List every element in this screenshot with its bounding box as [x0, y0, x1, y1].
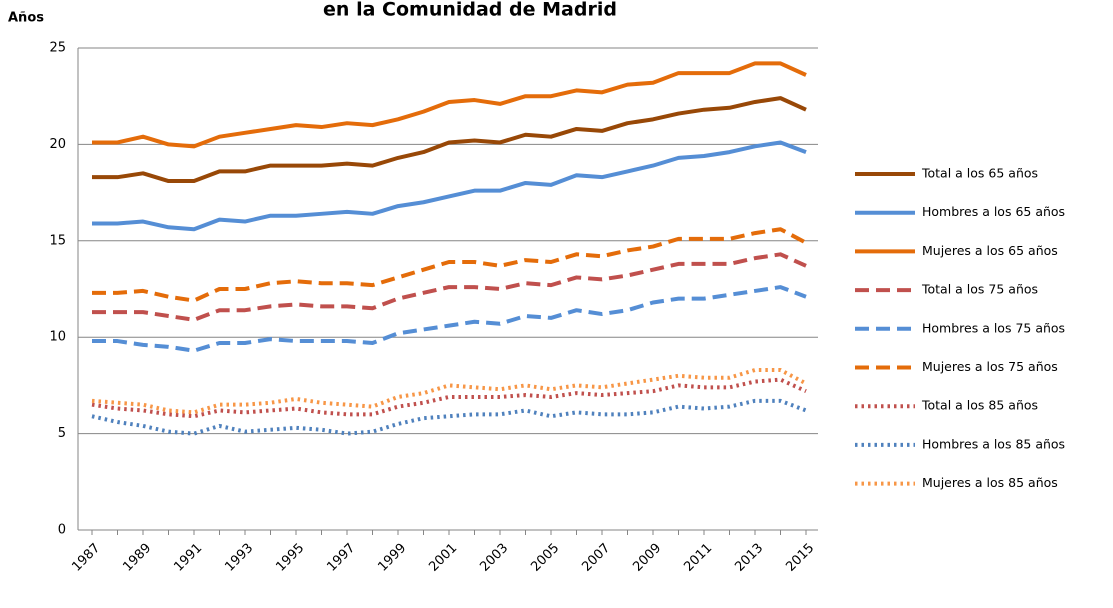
x-tick-label: 1995: [273, 541, 307, 575]
y-tick-label: 20: [49, 137, 66, 152]
y-tick-label: 15: [49, 233, 66, 248]
series-line: [91, 398, 807, 436]
x-tick-label: 2003: [477, 541, 511, 575]
series-line: [92, 61, 807, 149]
legend-label: Total a los 85 años: [921, 398, 1038, 413]
legend-label: Total a los 75 años: [921, 282, 1038, 297]
series-line: [92, 252, 807, 322]
x-tick-label: 2013: [732, 541, 766, 575]
y-tick-label: 25: [49, 41, 66, 56]
x-tick-label: 2015: [783, 541, 817, 575]
legend-label: Mujeres a los 65 años: [922, 243, 1058, 258]
x-tick-label: 2011: [681, 541, 715, 575]
y-axis-label: Años: [8, 11, 44, 26]
x-tick-label: 2007: [579, 541, 613, 575]
legend-label: Mujeres a los 85 años: [922, 475, 1058, 490]
y-tick-label: 5: [58, 426, 66, 441]
series-line: [92, 227, 807, 303]
chart-title: en la Comunidad de Madrid: [323, 0, 617, 21]
x-tick-label: 1991: [171, 541, 205, 575]
series-line: [91, 367, 807, 415]
x-tick-label: 1993: [222, 541, 256, 575]
y-tick-label: 0: [58, 523, 66, 538]
x-tick-label: 1987: [69, 541, 103, 575]
legend-label: Hombres a los 85 años: [922, 436, 1065, 451]
legend-label: Hombres a los 65 años: [922, 204, 1065, 219]
x-tick-label: 1989: [120, 541, 154, 575]
x-tick-label: 1999: [375, 541, 409, 575]
x-tick-label: 2005: [528, 541, 562, 575]
x-tick-label: 1997: [324, 541, 358, 575]
x-tick-label: 2001: [426, 541, 460, 575]
legend-label: Hombres a los 75 años: [922, 320, 1065, 335]
y-tick-label: 10: [49, 330, 66, 345]
legend-label: Total a los 65 años: [921, 166, 1038, 181]
series-line: [92, 140, 807, 232]
x-tick-label: 2009: [630, 541, 664, 575]
series-line: [92, 96, 807, 184]
legend-label: Mujeres a los 75 años: [922, 359, 1058, 374]
series-line: [91, 377, 807, 419]
series-line: [92, 285, 807, 353]
